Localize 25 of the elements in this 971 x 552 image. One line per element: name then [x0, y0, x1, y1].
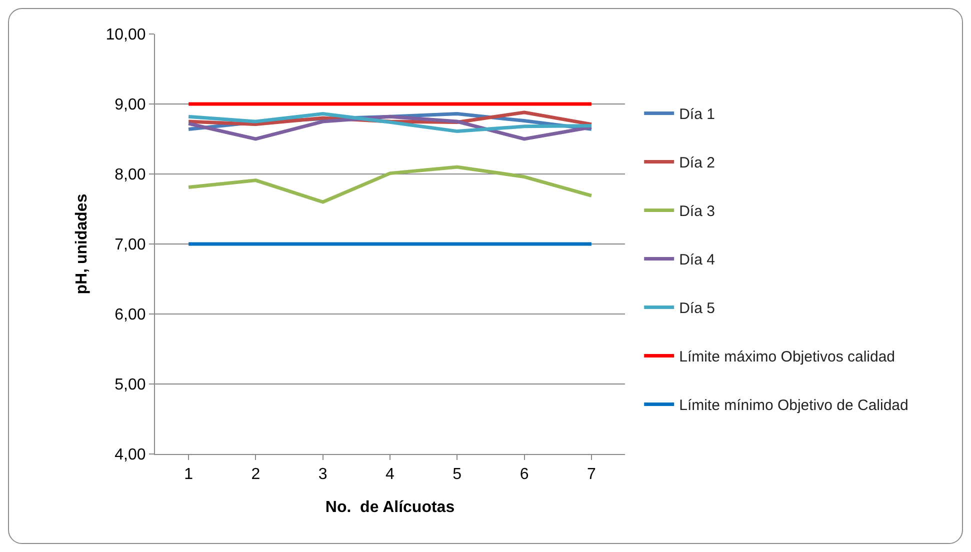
legend-label: Día 5 [679, 300, 715, 318]
legend-label: Día 1 [679, 106, 715, 124]
y-tick-label: 10,00 [106, 26, 146, 44]
legend-label: Límite máximo Objetivos calidad [679, 348, 896, 366]
x-tick-label: 1 [184, 466, 194, 484]
y-tick-label: 6,00 [114, 306, 146, 324]
y-tick-label: 9,00 [114, 96, 146, 114]
x-axis-title: No. de Alícuotas [325, 499, 455, 516]
x-tick-label: 7 [586, 466, 596, 484]
line-series [186, 114, 594, 141]
legend-label: Día 2 [679, 154, 715, 172]
legend-label: Día 4 [679, 252, 715, 269]
x-tick-label: 6 [520, 466, 529, 484]
line-series [186, 165, 594, 204]
legend-label: Límite mínimo Objetivo de Calidad [679, 397, 908, 414]
y-axis-title: pH, unidades [74, 194, 91, 294]
y-tick-label: 8,00 [114, 166, 146, 184]
y-tick-label: 7,00 [114, 236, 146, 254]
y-tick-label: 4,00 [114, 446, 146, 464]
y-tick-label: 5,00 [114, 376, 146, 394]
x-tick-label: 5 [452, 466, 462, 484]
x-tick-label: 2 [251, 466, 260, 484]
x-tick-label: 4 [386, 466, 395, 484]
x-tick-label: 3 [318, 466, 328, 484]
legend-label: Día 3 [679, 203, 715, 220]
